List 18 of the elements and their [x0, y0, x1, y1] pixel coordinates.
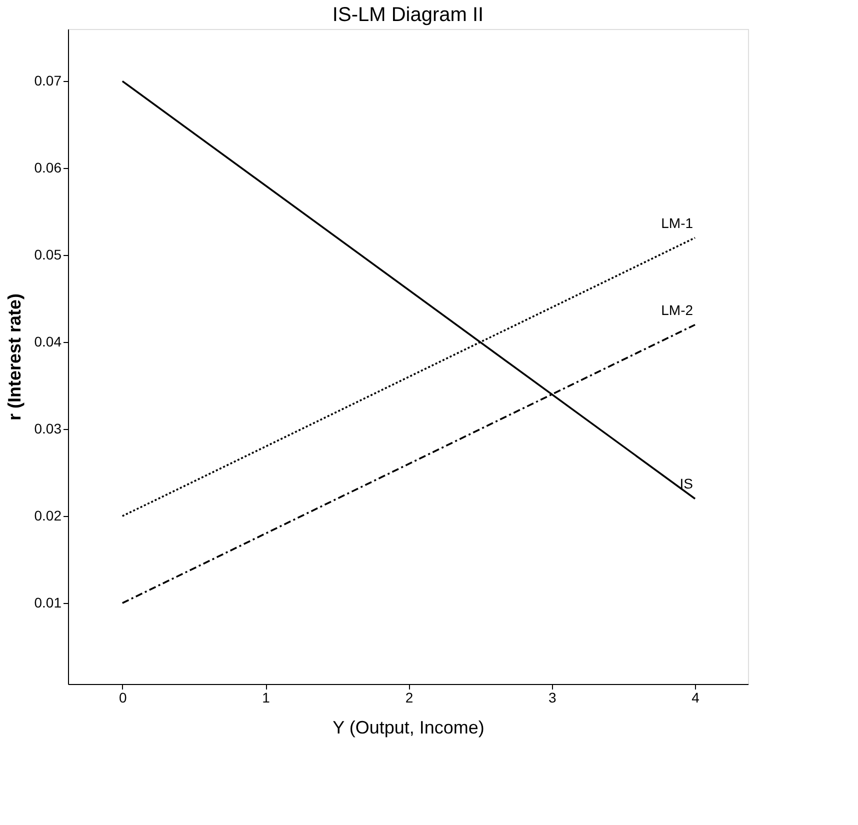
y-tick-label: 0.05 — [34, 246, 62, 263]
chart-title: IS-LM Diagram II — [332, 4, 484, 26]
y-axis-title: r (Interest rate) — [4, 293, 24, 421]
series-label: LM-2 — [661, 302, 694, 318]
x-tick-label: 2 — [405, 690, 414, 706]
x-tick-label: 1 — [262, 690, 270, 706]
y-tick-label: 0.07 — [34, 72, 62, 89]
y-tick-label: 0.06 — [34, 160, 62, 176]
y-tick-label: 0.02 — [34, 508, 62, 524]
x-tick-label: 0 — [119, 690, 127, 706]
y-tick-label: 0.01 — [34, 594, 62, 611]
series-label: LM-1 — [661, 214, 694, 231]
x-axis-title: Y (Output, Income) — [332, 718, 484, 738]
series-label: IS — [680, 476, 694, 492]
y-tick-label: 0.04 — [34, 334, 62, 350]
x-tick-label: 3 — [548, 690, 556, 706]
x-tick-label: 4 — [692, 690, 700, 706]
y-tick-label: 0.03 — [34, 420, 62, 437]
